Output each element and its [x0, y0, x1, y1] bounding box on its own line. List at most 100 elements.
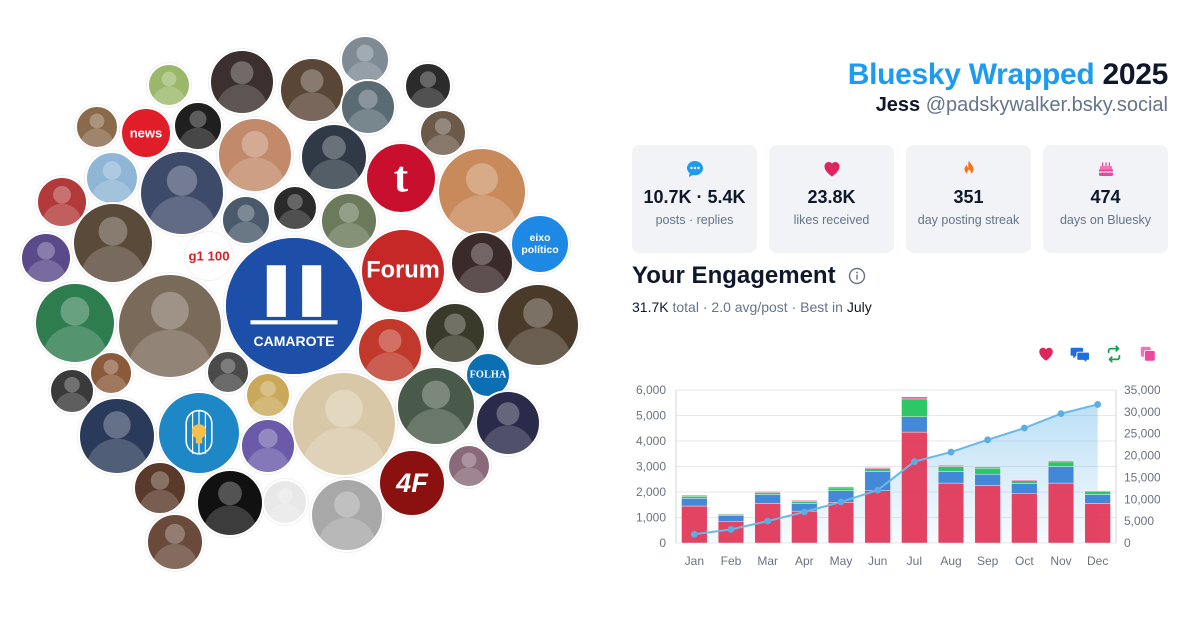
- cumulative-point: [874, 486, 882, 494]
- account-avatar[interactable]: [20, 232, 72, 284]
- legend-quotes-quote-icon[interactable]: [1138, 344, 1158, 364]
- engagement-best-month: July: [846, 299, 872, 315]
- stat-days-label: days on Bluesky: [1059, 213, 1152, 227]
- separator: ·: [791, 299, 797, 315]
- info-icon[interactable]: [848, 267, 866, 285]
- account-avatar[interactable]: [404, 62, 452, 110]
- bubble-label: Forum: [366, 257, 440, 284]
- bar-segment-quotes: [791, 500, 818, 502]
- account-avatar[interactable]: [240, 418, 296, 474]
- 4f-logo-icon[interactable]: 4F: [378, 449, 446, 517]
- account-avatar[interactable]: [279, 57, 345, 123]
- tumblr-logo-icon[interactable]: t: [365, 142, 437, 214]
- account-avatar[interactable]: [310, 478, 384, 552]
- account-avatar[interactable]: [396, 366, 476, 446]
- heart-icon: [769, 159, 894, 179]
- eixo-logo-icon[interactable]: eixo político: [510, 214, 570, 274]
- account-avatar[interactable]: [75, 105, 119, 149]
- x-tick-label: Aug: [940, 554, 961, 568]
- x-tick-label: Jan: [685, 554, 704, 568]
- stat-days-value: 474: [1090, 187, 1121, 207]
- account-avatar[interactable]: [262, 479, 308, 525]
- y2-tick-label: 5,000: [1124, 514, 1154, 528]
- account-avatar[interactable]: [34, 282, 116, 364]
- cake-icon: [1043, 159, 1168, 179]
- bar-segment-reposts: [901, 398, 928, 417]
- y-tick-label: 6,000: [636, 383, 666, 397]
- legend-replies-reply-icon[interactable]: [1070, 344, 1090, 364]
- account-avatar[interactable]: [272, 185, 318, 231]
- account-avatar[interactable]: [245, 372, 291, 418]
- bar-segment-likes: [864, 490, 891, 544]
- stat-likes-value: 23.8K: [807, 187, 856, 207]
- user-handle[interactable]: @padskywalker.bsky.social: [925, 94, 1168, 116]
- account-avatar[interactable]: [147, 63, 191, 107]
- bubble-label: CAMAROTE: [253, 333, 335, 350]
- account-avatar[interactable]: [196, 469, 264, 537]
- bar-segment-reposts: [1084, 491, 1111, 495]
- cnews-logo-icon[interactable]: news: [120, 107, 172, 159]
- bar-segment-replies: [1084, 494, 1111, 504]
- account-avatar[interactable]: [209, 49, 275, 115]
- bubble-label: g1 100: [188, 248, 230, 264]
- lightbulb-cage-icon[interactable]: [157, 391, 241, 475]
- account-avatar[interactable]: [217, 117, 293, 193]
- account-avatar[interactable]: [450, 231, 514, 295]
- bar-segment-likes: [827, 501, 855, 544]
- account-avatar[interactable]: [221, 195, 271, 245]
- y2-tick-label: 30,000: [1124, 405, 1160, 419]
- stat-streak-card: 351 day posting streak: [906, 145, 1031, 253]
- account-avatar[interactable]: [419, 109, 467, 157]
- forum-logo-icon[interactable]: Forum: [360, 228, 446, 314]
- account-avatar[interactable]: [117, 273, 223, 379]
- account-avatar[interactable]: [340, 35, 390, 85]
- account-avatar[interactable]: [133, 461, 187, 515]
- camarote-logo-icon[interactable]: CAMAROTE: [224, 236, 364, 376]
- legend-likes-heart-icon[interactable]: [1036, 344, 1056, 364]
- account-avatar[interactable]: [424, 302, 486, 364]
- engagement-total-word: total: [672, 299, 699, 315]
- cumulative-point: [910, 458, 918, 466]
- cumulative-point: [947, 448, 955, 456]
- account-avatar[interactable]: [357, 317, 423, 383]
- stat-posts-card: 10.7K · 5.4K posts · replies: [632, 145, 757, 253]
- account-avatar[interactable]: [496, 283, 580, 367]
- x-tick-label: Nov: [1050, 554, 1071, 568]
- bubble-label: news: [129, 125, 163, 141]
- account-avatar[interactable]: [206, 350, 250, 394]
- bar-segment-quotes: [754, 491, 781, 493]
- account-avatar[interactable]: [72, 202, 154, 284]
- account-avatar[interactable]: [146, 513, 204, 571]
- stats-row: 10.7K · 5.4K posts · replies 23.8K likes…: [632, 145, 1168, 253]
- account-avatar[interactable]: [475, 390, 541, 456]
- account-avatar[interactable]: [437, 147, 527, 237]
- y-tick-label: 0: [659, 536, 666, 550]
- account-avatar[interactable]: [320, 192, 378, 250]
- g1-logo-icon[interactable]: g1 100: [185, 232, 233, 280]
- account-avatar[interactable]: [85, 151, 139, 205]
- account-avatar[interactable]: [340, 79, 396, 135]
- stat-streak-value: 351: [953, 187, 984, 207]
- bar-segment-replies: [974, 473, 1001, 486]
- x-tick-label: Apr: [795, 554, 814, 568]
- account-avatar[interactable]: [89, 351, 133, 395]
- cumulative-point: [837, 498, 845, 506]
- account-avatar[interactable]: [300, 123, 368, 191]
- cumulative-point: [690, 530, 698, 538]
- bar-segment-quotes: [717, 513, 745, 515]
- account-avatar[interactable]: [291, 371, 397, 477]
- account-avatar[interactable]: [78, 397, 156, 475]
- account-avatar[interactable]: [447, 444, 491, 488]
- bar-segment-reposts: [754, 492, 781, 495]
- engagement-avg: 2.0 avg/post: [711, 299, 788, 315]
- account-avatar[interactable]: [173, 101, 223, 151]
- flame-icon: [906, 159, 1031, 179]
- bar-segment-replies: [1011, 483, 1038, 494]
- account-avatar[interactable]: [139, 150, 225, 236]
- account-avatar[interactable]: [36, 176, 88, 228]
- legend-reposts-repost-icon[interactable]: [1104, 344, 1124, 364]
- account-avatar[interactable]: [49, 368, 95, 414]
- bar-segment-quotes: [937, 465, 965, 467]
- bar-segment-likes: [1084, 503, 1111, 544]
- bar-segment-likes: [1047, 482, 1075, 544]
